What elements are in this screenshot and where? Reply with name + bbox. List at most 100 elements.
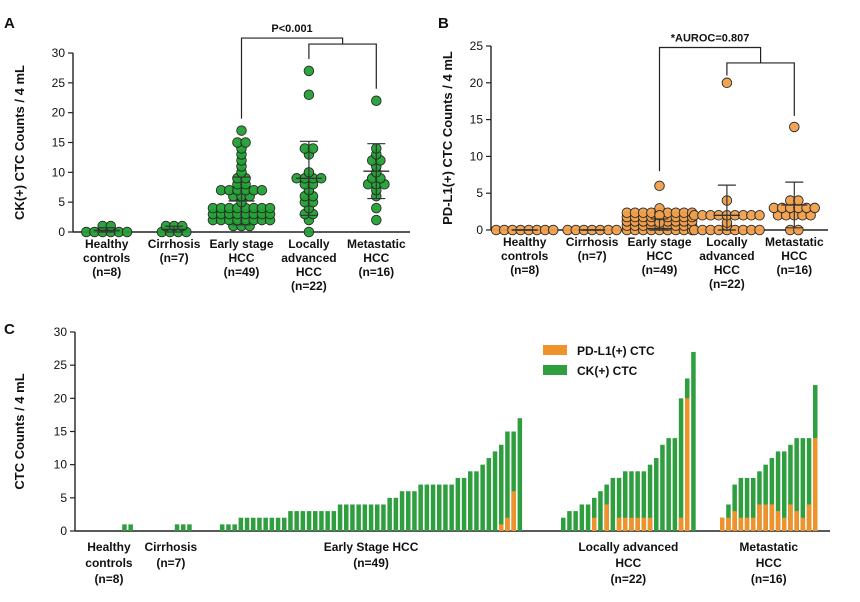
panel-a-category-label: Healthy xyxy=(85,237,129,251)
panel-letter-a: A xyxy=(4,15,15,32)
ck-ctc-bar xyxy=(350,504,355,531)
panel-c-group-label: Locally advanced xyxy=(578,540,678,554)
panel-c-tick-label: 25 xyxy=(54,358,68,372)
panel-b-y-axis-label: PD-L1(+) CTC Counts / 4 mL xyxy=(440,51,455,225)
panel-c-group-label: (n=22) xyxy=(611,572,647,586)
pdl1-ctc-bar xyxy=(775,511,781,531)
ck-ctc-bar xyxy=(769,458,775,531)
ck-ctc-bar xyxy=(393,497,399,531)
panel-c-tick-label: 30 xyxy=(54,325,68,339)
pdl1-ctc-bar xyxy=(763,504,768,531)
ck-ctc-bar xyxy=(486,458,492,531)
ck-ctc-bar xyxy=(325,511,330,531)
ck-ctc-bar xyxy=(691,351,696,531)
panel-a-tick-label: 25 xyxy=(52,76,66,90)
panel-c-group-label: Cirrhosis xyxy=(145,540,198,554)
panel-b-significance-annotation: *AUROC=0.807 xyxy=(671,32,750,44)
panel-b-tick-label: 5 xyxy=(476,186,483,200)
ck-ctc-bar xyxy=(751,477,756,531)
ck-ctc-bar xyxy=(418,484,423,531)
panel-b-category-label: Locally xyxy=(706,235,748,249)
ck-ctc-bar xyxy=(251,517,256,531)
panel-b-category-label: (n=7) xyxy=(578,249,607,263)
ck-ctc-bar xyxy=(263,517,268,531)
panel-c-group-label: Healthy xyxy=(87,540,131,554)
pdl1-ctc-bar xyxy=(788,504,793,531)
pdl1-ctc-bar xyxy=(685,398,690,531)
panel-a: 0 5 10 15 20 25 30 CK(+) CTC Counts / 4 mL Healt… xyxy=(12,23,410,293)
panel-a-bracket-sub xyxy=(308,43,377,89)
panel-a-tick-label: 15 xyxy=(52,136,66,150)
ck-ctc-bar xyxy=(412,491,417,531)
panel-letter-c: C xyxy=(4,321,15,338)
panel-b-data-point xyxy=(809,202,820,214)
panel-a-category-label: (n=8) xyxy=(92,265,121,279)
panel-b-category-label: HCC xyxy=(647,249,673,263)
ck-ctc-bar xyxy=(561,517,566,531)
ck-ctc-bar xyxy=(437,484,442,531)
panel-a-category-label: (n=49) xyxy=(224,265,260,279)
pdl1-ctc-bar xyxy=(629,517,634,531)
panel-a-tick-label: 5 xyxy=(58,195,65,209)
panel-b: 0 5 10 15 20 25 PD-L1(+) CTC Counts / 4 mL Heal… xyxy=(440,32,828,291)
panel-b-category-label: advanced xyxy=(699,249,754,263)
panel-c-group-label: HCC xyxy=(756,556,782,570)
panel-b-category-label: HCC xyxy=(714,263,740,277)
panel-c-group-label: HCC xyxy=(615,556,641,570)
ck-ctc-bar xyxy=(319,511,324,531)
panel-a-data-point xyxy=(256,184,268,196)
ck-ctc-bar xyxy=(672,438,678,531)
ck-ctc-bar xyxy=(399,491,405,531)
panel-b-data-point xyxy=(611,224,622,236)
pdl1-ctc-bar xyxy=(751,517,756,531)
ck-ctc-bar xyxy=(187,524,192,531)
pdl1-ctc-bar xyxy=(647,517,653,531)
ck-ctc-bar xyxy=(356,504,361,531)
ck-ctc-bar xyxy=(275,517,281,531)
panel-b-data-point xyxy=(789,121,800,133)
panel-b-category-label: (n=49) xyxy=(642,263,678,277)
ck-ctc-bar xyxy=(623,471,628,531)
ck-ctc-bar xyxy=(430,484,436,531)
ck-ctc-bar xyxy=(635,471,640,531)
ck-ctc-bar xyxy=(757,471,762,531)
panel-a-category-label: HCC xyxy=(296,265,322,279)
ck-ctc-bar xyxy=(288,511,293,531)
ck-ctc-bar xyxy=(313,511,318,531)
ck-ctc-bar xyxy=(449,484,454,531)
ck-ctc-bar xyxy=(794,438,799,531)
ck-ctc-bar xyxy=(480,464,485,531)
panel-a-data-point xyxy=(371,95,382,106)
ck-ctc-bar xyxy=(800,438,806,531)
panel-a-data-point xyxy=(264,202,276,214)
panel-c: 0 5 10 15 20 25 30 CTC Counts / 4 mL Healthy cont… xyxy=(12,325,830,586)
panel-letter-b: B xyxy=(438,15,449,32)
ck-ctc-bar xyxy=(763,464,768,531)
pdl1-ctc-bar xyxy=(616,517,622,531)
pdl1-ctc-bar xyxy=(726,517,731,531)
ck-ctc-bar xyxy=(666,438,671,531)
pdl1-ctc-bar xyxy=(635,517,640,531)
panel-a-significance-annotation: P<0.001 xyxy=(271,23,312,35)
ck-ctc-bar xyxy=(738,477,744,531)
panel-c-y-axis-label: CTC Counts / 4 mL xyxy=(12,373,27,489)
ck-ctc-bar xyxy=(641,471,647,531)
ck-ctc-bar xyxy=(567,511,572,531)
panel-a-category-label: controls xyxy=(83,251,131,265)
ck-ctc-bar xyxy=(775,451,781,531)
panel-a-data-point xyxy=(121,226,133,238)
pdl1-ctc-bar xyxy=(813,438,818,531)
panel-b-data-point xyxy=(721,77,733,89)
ck-ctc-bar xyxy=(647,464,653,531)
ck-ctc-bar xyxy=(331,511,337,531)
pdl1-ctc-bar xyxy=(641,517,647,531)
panel-c-tick-label: 20 xyxy=(54,391,68,405)
ck-ctc-bar xyxy=(505,431,510,531)
panel-a-tick-label: 30 xyxy=(52,46,66,60)
panel-a-bracket-main xyxy=(240,37,344,119)
panel-a-category-label: Cirrhosis xyxy=(148,237,201,251)
panel-b-data-point xyxy=(754,210,765,221)
ck-ctc-bar xyxy=(455,477,461,531)
ck-ctc-bar xyxy=(368,504,374,531)
